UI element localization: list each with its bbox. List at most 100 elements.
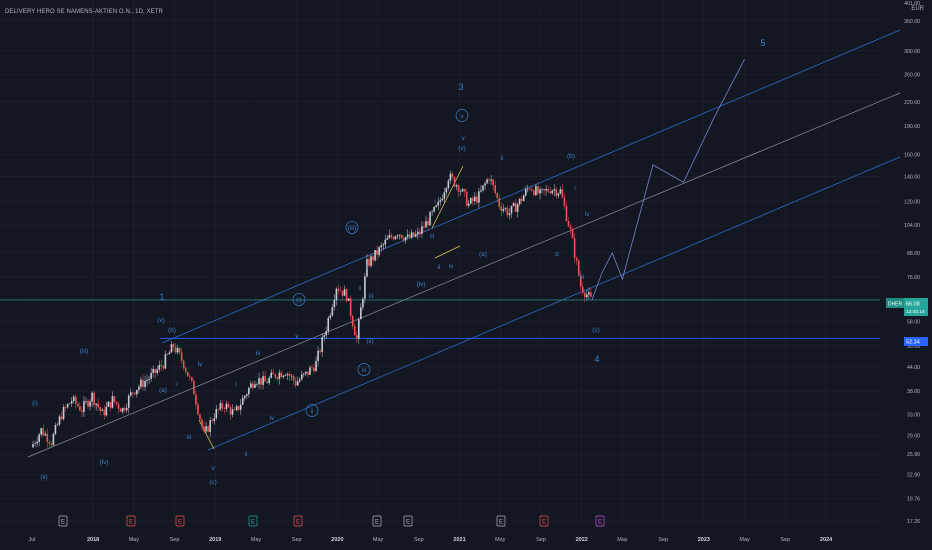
wave-label: iii [580,274,584,281]
time-tick-label: Sep [536,537,546,543]
candle-body [129,392,132,396]
candle-body [223,408,226,410]
candle-body [583,292,586,298]
candle-body [258,378,260,385]
candle-body [231,409,234,415]
candle-body [355,335,358,339]
wave-label: 1 [159,292,164,302]
candle-body [410,232,413,238]
candle-body [467,203,470,206]
countdown-label: 13:45:16 [906,309,925,315]
price-tags: DHER 66.08 13:45:16 52.34 [886,298,928,346]
candle-body [374,249,376,261]
wave-label: iv [449,263,454,270]
candle-body [400,234,403,239]
candle-body [364,276,366,299]
candle-body [237,406,240,410]
candle-body [235,406,238,411]
price-tick-label: 120.00 [904,200,920,206]
candle-body [351,316,354,327]
wave-label: iii [256,350,260,357]
earnings-marker-label: E [406,520,410,526]
earnings-marker [403,515,413,527]
candle-body [146,379,148,381]
candle-body [160,364,163,367]
level-tag [904,337,928,346]
candle-body [144,380,146,388]
candle-body [219,403,222,410]
candle-body [89,401,91,407]
candle-body [115,401,118,404]
candle-body [262,376,264,385]
wave-label: iii [187,434,191,441]
symbol-tag-label: DHER [888,302,903,308]
candle-body [577,260,580,276]
candle-body [272,372,275,375]
wave-label: (v) [157,317,165,324]
candle-body [406,234,409,237]
candle-body [286,374,289,376]
price-tick-label: 44.00 [907,365,920,371]
wave-label: ii [438,264,441,271]
candle-body [555,189,558,196]
candle-body [404,236,407,241]
candle-body [427,221,429,226]
candle-body [152,369,154,373]
earnings-marker [496,515,506,527]
candle-body [309,367,311,375]
candle-body [484,183,486,186]
price-tick-label: 50.00 [907,344,920,350]
wave-label: (a) [159,387,167,394]
candle-body [539,189,541,194]
candle-body [50,443,53,445]
candle-body [58,416,61,425]
current-price-label: 66.08 [906,302,920,308]
candle-body [480,190,482,192]
time-axis[interactable]: Jul 2018 May Sep 2019 May Sep 2020 May Sep 2021 May… [28,537,833,543]
candle-body [457,185,460,192]
earnings-marker [126,515,136,527]
candle-body [559,189,562,194]
wave-label: (b) [168,327,176,334]
wave-label: (iii) [348,225,357,232]
price-axis[interactable]: 17.26 19.76 22.90 25.90 29.00 33.00 38.00 44.00… [904,1,920,525]
candle-body [421,226,423,234]
candle-body [225,403,228,409]
candle-body [571,228,574,239]
candle-body [431,211,433,213]
candle-body [280,372,283,378]
candle-body [99,407,102,411]
candle-body [79,406,81,411]
wave-label: (ii) [40,474,47,481]
candle-body [290,375,293,377]
earnings-marker [293,515,303,527]
price-tick-label: 25.90 [907,452,920,458]
candle-body [46,433,49,443]
wave-label: 3 [458,82,463,92]
wave-label: (i) [32,400,38,407]
candle-body [343,289,346,296]
time-tick-label: Sep [780,537,790,543]
price-tick-label: 190.00 [904,124,920,130]
candle-body [317,350,319,361]
candle-body [101,409,104,411]
candle-body [252,383,254,388]
candle-body [170,344,173,353]
candle-body [85,400,87,402]
candle-body [370,256,372,266]
candle-body [32,443,34,448]
candle-body [111,396,114,408]
candle-body [87,400,89,407]
candle-body [394,236,397,240]
candle-body [441,198,444,201]
time-tick-label: Sep [414,537,424,543]
candle-body [508,213,511,216]
candle-body [435,205,437,207]
candle-body [496,193,499,199]
earnings-marker-label: E [499,520,503,526]
candle-body [264,376,266,382]
candle-body [565,205,568,221]
candle-body [586,294,588,298]
